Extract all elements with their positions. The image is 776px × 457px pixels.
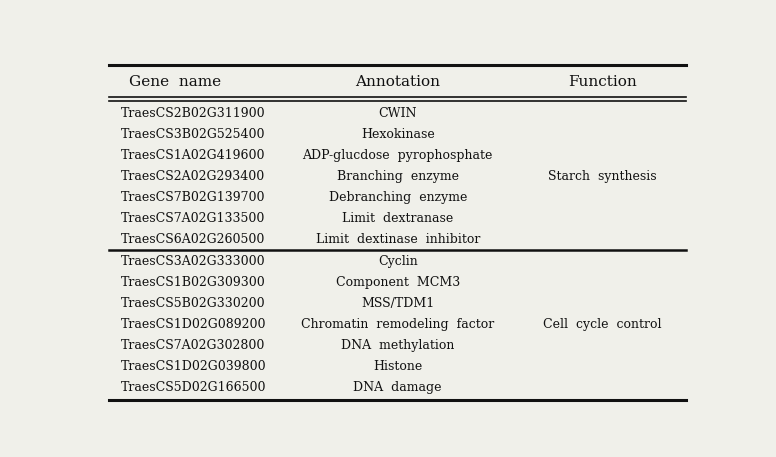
Text: Histone: Histone <box>373 360 422 373</box>
Text: CWIN: CWIN <box>379 107 417 120</box>
Text: Branching  enzyme: Branching enzyme <box>337 170 459 183</box>
Text: TraesCS3A02G333000: TraesCS3A02G333000 <box>121 255 265 267</box>
Text: TraesCS6A02G260500: TraesCS6A02G260500 <box>121 234 265 246</box>
Text: Chromatin  remodeling  factor: Chromatin remodeling factor <box>301 318 494 331</box>
Text: Hexokinase: Hexokinase <box>361 128 435 141</box>
Text: DNA  damage: DNA damage <box>353 381 442 394</box>
Text: Function: Function <box>568 75 636 89</box>
Text: MSS/TDM1: MSS/TDM1 <box>361 297 435 310</box>
Text: Limit  dextinase  inhibitor: Limit dextinase inhibitor <box>316 234 480 246</box>
Text: TraesCS1D02G089200: TraesCS1D02G089200 <box>121 318 267 331</box>
Text: TraesCS2A02G293400: TraesCS2A02G293400 <box>121 170 265 183</box>
Text: TraesCS5D02G166500: TraesCS5D02G166500 <box>121 381 267 394</box>
Text: Starch  synthesis: Starch synthesis <box>548 170 656 183</box>
Text: TraesCS7A02G133500: TraesCS7A02G133500 <box>121 213 265 225</box>
Text: Component  MCM3: Component MCM3 <box>335 276 460 288</box>
Text: TraesCS1D02G039800: TraesCS1D02G039800 <box>121 360 267 373</box>
Text: TraesCS2B02G311900: TraesCS2B02G311900 <box>121 107 265 120</box>
Text: TraesCS5B02G330200: TraesCS5B02G330200 <box>121 297 265 310</box>
Text: TraesCS3B02G525400: TraesCS3B02G525400 <box>121 128 265 141</box>
Text: Cyclin: Cyclin <box>378 255 417 267</box>
Text: DNA  methylation: DNA methylation <box>341 339 455 352</box>
Text: Cell  cycle  control: Cell cycle control <box>543 318 661 331</box>
Text: Debranching  enzyme: Debranching enzyme <box>328 191 467 204</box>
Text: Limit  dextranase: Limit dextranase <box>342 213 453 225</box>
Text: Annotation: Annotation <box>355 75 440 89</box>
Text: TraesCS1B02G309300: TraesCS1B02G309300 <box>121 276 266 288</box>
Text: ADP-glucdose  pyrophosphate: ADP-glucdose pyrophosphate <box>303 149 493 162</box>
Text: Gene  name: Gene name <box>129 75 221 89</box>
Text: TraesCS7B02G139700: TraesCS7B02G139700 <box>121 191 265 204</box>
Text: TraesCS7A02G302800: TraesCS7A02G302800 <box>121 339 265 352</box>
Text: TraesCS1A02G419600: TraesCS1A02G419600 <box>121 149 265 162</box>
